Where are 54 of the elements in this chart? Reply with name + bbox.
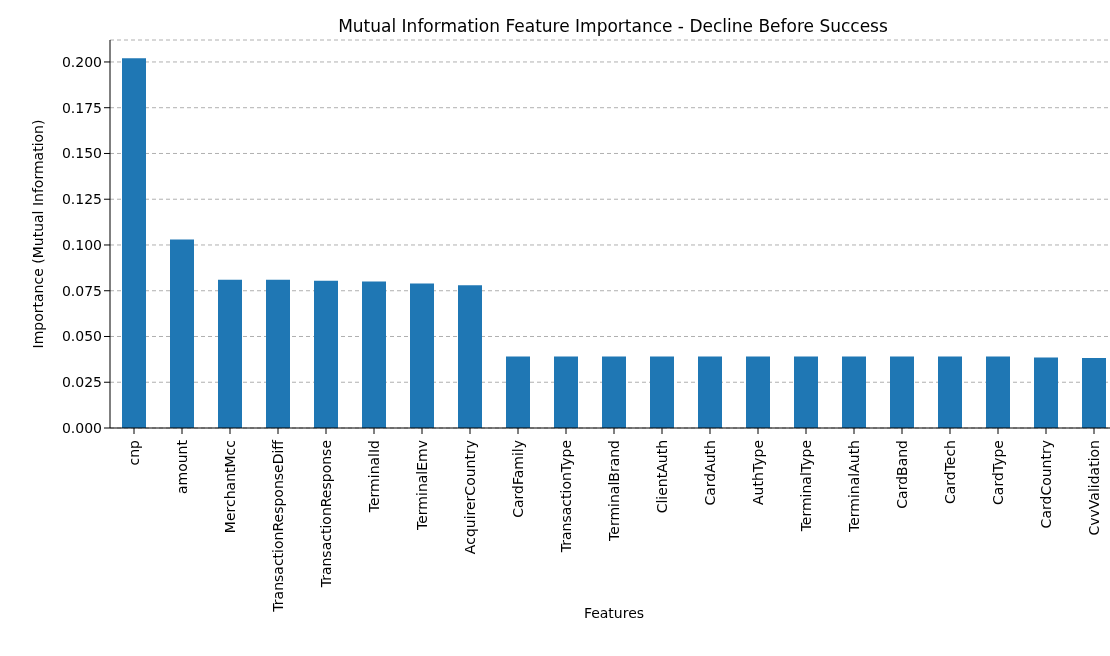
x-tick-label: CardFamily xyxy=(510,440,526,518)
y-tick-label: 0.075 xyxy=(61,282,102,299)
bar xyxy=(410,283,434,428)
bar xyxy=(362,281,386,428)
y-tick-label: 0.000 xyxy=(61,419,102,436)
x-tick-label: TerminalAuth xyxy=(846,440,862,533)
x-tick-label: ClientAuth xyxy=(654,440,670,514)
x-tick-label: CardBand xyxy=(894,440,910,509)
x-axis-title: Features xyxy=(583,605,645,621)
x-tick-label: TerminalId xyxy=(366,440,382,514)
y-tick-label: 0.100 xyxy=(61,236,102,253)
x-tick-label: amount xyxy=(174,439,190,495)
y-tick-label: 0.050 xyxy=(61,328,102,345)
x-tick-label: CardTech xyxy=(942,440,958,505)
bar xyxy=(1082,357,1106,428)
y-tick-label: 0.200 xyxy=(61,53,102,70)
bar xyxy=(218,279,242,428)
x-tick-label: TerminalEmv xyxy=(414,440,430,531)
x-tick-label: AcquirerCountry xyxy=(462,440,478,555)
x-tick-label: TransactionType xyxy=(558,440,574,554)
y-tick-label: 0.125 xyxy=(61,191,102,208)
bar xyxy=(602,356,626,428)
x-tick-label: CardAuth xyxy=(702,440,718,506)
bar xyxy=(122,58,146,428)
bar xyxy=(170,239,194,428)
y-tick-label: 0.150 xyxy=(61,145,102,162)
y-tick-label: 0.175 xyxy=(61,99,102,116)
bar xyxy=(890,356,914,428)
bar xyxy=(986,356,1010,428)
bar xyxy=(938,356,962,428)
bar xyxy=(314,280,338,428)
x-tick-label: MerchantMcc xyxy=(222,440,238,534)
bar xyxy=(746,356,770,428)
x-tick-label: cnp xyxy=(126,439,142,466)
x-tick-label: TransactionResponseDiff xyxy=(270,439,286,613)
bar xyxy=(506,356,530,428)
y-axis-title: Importance (Mutual Information) xyxy=(29,119,46,349)
bar xyxy=(266,279,290,428)
bar xyxy=(1034,357,1058,428)
x-tick-label: TransactionResponse xyxy=(318,440,334,589)
x-tick-label: CvvValidation xyxy=(1086,440,1102,536)
y-tick-label: 0.025 xyxy=(61,374,102,391)
bar xyxy=(698,356,722,428)
bar xyxy=(458,285,482,428)
chart-title: Mutual Information Feature Importance - Decline Before Success xyxy=(337,16,889,36)
bar xyxy=(794,356,818,428)
bar xyxy=(650,356,674,428)
x-tick-label: CardType xyxy=(990,440,1006,505)
x-tick-label: TerminalBrand xyxy=(606,440,622,542)
bar xyxy=(842,356,866,428)
x-tick-label: TerminalType xyxy=(798,440,814,533)
bar xyxy=(554,356,578,428)
x-tick-label: CardCountry xyxy=(1038,440,1054,529)
x-tick-label: AuthType xyxy=(750,440,766,505)
